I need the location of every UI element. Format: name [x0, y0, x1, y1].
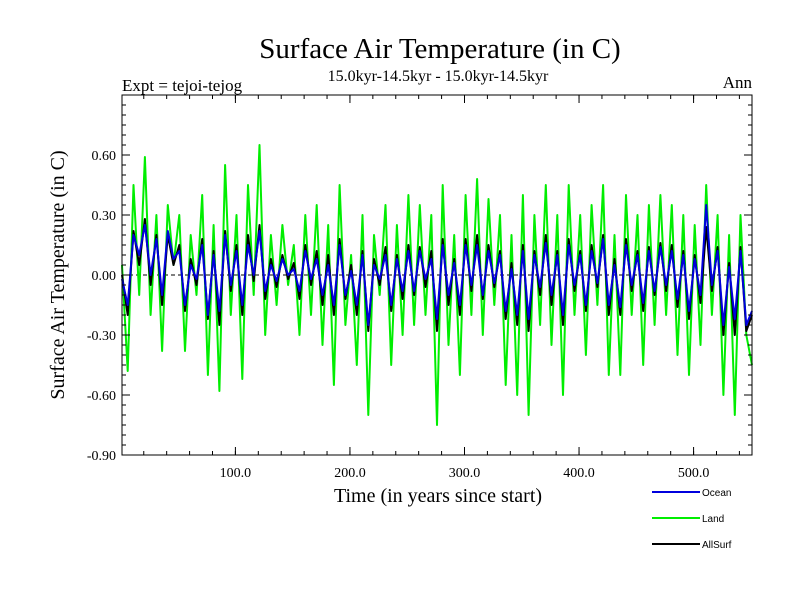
legend-label-land: Land — [702, 514, 724, 525]
legend-label-ocean: Ocean — [702, 488, 731, 499]
season-label: Ann — [723, 73, 753, 92]
chart-title: Surface Air Temperature (in C) — [259, 33, 620, 65]
y-axis-label: Surface Air Temperature (in C) — [47, 150, 69, 399]
experiment-label: Expt = tejoi-tejog — [122, 76, 243, 95]
chart-subtitle: 15.0kyr-14.5kyr - 15.0kyr-14.5kyr — [328, 68, 549, 85]
y-tick-label: 0.00 — [92, 269, 117, 284]
x-tick-label: 400.0 — [563, 466, 595, 481]
plot-series — [121, 144, 753, 426]
y-tick-label: -0.60 — [87, 389, 116, 404]
legend-label-allsurf: AllSurf — [702, 540, 732, 551]
legend: Ocean Land AllSurf — [652, 488, 732, 551]
y-tick-label: -0.30 — [87, 329, 116, 344]
x-tick-label: 200.0 — [334, 466, 366, 481]
x-axis-label: Time (in years since start) — [334, 485, 542, 507]
series-line-ocean — [121, 204, 753, 326]
y-tick-label: 0.60 — [92, 149, 117, 164]
plot-axes: -0.90 -0.60 -0.30 0.00 0.30 0.60 100.0 200.0 300… — [87, 94, 753, 481]
x-tick-label: 500.0 — [678, 466, 710, 481]
x-tick-label: 300.0 — [449, 466, 481, 481]
y-tick-label: 0.30 — [92, 209, 117, 224]
x-tick-label: 100.0 — [220, 466, 252, 481]
y-tick-label: -0.90 — [87, 449, 116, 464]
